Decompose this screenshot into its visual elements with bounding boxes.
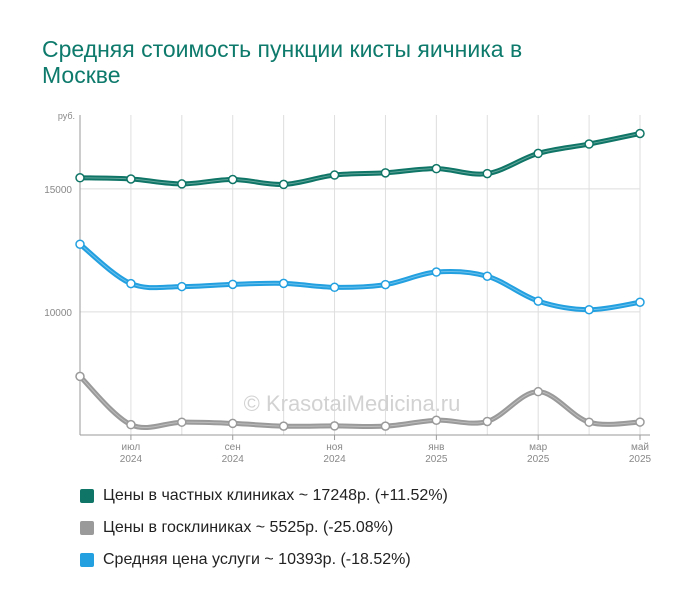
data-point-public-clinics[interactable] [431, 415, 442, 425]
x-tick-label-year: 2025 [425, 454, 448, 465]
data-point-average-price[interactable] [126, 278, 136, 289]
legend-swatch-private [80, 489, 94, 503]
x-tick-label-year: 2025 [629, 454, 652, 465]
data-point-public-clinics[interactable] [380, 421, 391, 431]
data-point-public-clinics[interactable] [75, 371, 85, 382]
data-point-average-price[interactable] [533, 296, 543, 306]
data-point-average-price[interactable] [329, 282, 340, 293]
legend-swatch-public [80, 521, 94, 535]
data-point-private-clinics[interactable] [177, 179, 187, 189]
data-point-public-clinics[interactable] [126, 419, 136, 430]
data-point-average-price[interactable] [482, 271, 493, 281]
data-point-public-clinics[interactable] [278, 421, 289, 431]
data-point-average-price[interactable] [278, 278, 289, 289]
data-point-public-clinics[interactable] [482, 416, 493, 427]
data-point-average-price[interactable] [380, 279, 391, 290]
watermark: © KrasotaiMedicina.ru [244, 391, 461, 416]
legend-swatch-average [80, 553, 94, 567]
x-tick-label-year: 2025 [527, 454, 550, 465]
x-tick-label-month: янв [428, 442, 444, 453]
data-point-private-clinics[interactable] [533, 148, 543, 159]
series-line-highlight-private-clinics [79, 133, 641, 185]
chart-title: Средняя стоимость пункции кисты яичника … [42, 36, 523, 88]
data-point-average-price[interactable] [635, 297, 645, 307]
data-point-average-price[interactable] [177, 281, 187, 292]
x-tick-label-month: июл [122, 442, 141, 453]
data-point-average-price[interactable] [431, 267, 442, 277]
series-line-highlight-average-price [79, 243, 641, 311]
x-tick-label-month: сен [225, 442, 241, 453]
legend-label-average: Средняя цена услуги ~ 10393р. (-18.52%) [103, 551, 411, 568]
y-unit-label: руб. [58, 111, 75, 121]
x-tick-label-year: 2024 [120, 454, 143, 465]
y-axis: 10000 15000 руб. [44, 111, 81, 435]
data-point-private-clinics[interactable] [584, 139, 594, 149]
data-point-private-clinics[interactable] [482, 168, 493, 179]
data-point-public-clinics[interactable] [177, 417, 187, 427]
legend-item-public[interactable]: Цены в госклиниках ~ 5525р. (-25.08%) [80, 512, 448, 544]
x-tick-label-year: 2024 [222, 454, 245, 465]
y-tick-label: 15000 [44, 185, 72, 196]
y-tick-label: 10000 [44, 308, 72, 319]
data-point-public-clinics[interactable] [533, 386, 543, 397]
legend-label-private: Цены в частных клиниках ~ 17248р. (+11.5… [103, 487, 448, 504]
x-tick-label-month: май [631, 442, 649, 453]
data-point-private-clinics[interactable] [431, 163, 442, 174]
series-line-highlight-public-clinics [79, 376, 641, 429]
data-point-public-clinics[interactable] [584, 417, 594, 427]
data-point-private-clinics[interactable] [227, 174, 238, 185]
x-axis: июл2024сен2024ноя2024янв2025мар2025май20… [80, 434, 652, 465]
legend: Цены в частных клиниках ~ 17248р. (+11.5… [80, 480, 448, 576]
data-point-average-price[interactable] [75, 239, 85, 249]
x-tick-label-month: мар [529, 442, 547, 453]
data-point-private-clinics[interactable] [278, 179, 289, 190]
data-point-private-clinics[interactable] [380, 168, 391, 178]
grid [79, 115, 641, 435]
data-point-public-clinics[interactable] [227, 418, 238, 429]
x-tick-label-month: ноя [326, 442, 343, 453]
data-point-private-clinics[interactable] [329, 170, 340, 180]
data-point-private-clinics[interactable] [75, 173, 85, 183]
series-lines [75, 128, 645, 431]
data-point-private-clinics[interactable] [635, 128, 645, 139]
data-point-average-price[interactable] [584, 304, 594, 315]
series-line-public-clinics [77, 373, 643, 431]
series-line-private-clinics [77, 131, 643, 187]
data-point-private-clinics[interactable] [126, 174, 136, 184]
data-point-average-price[interactable] [227, 279, 238, 290]
legend-label-public: Цены в госклиниках ~ 5525р. (-25.08%) [103, 519, 394, 536]
x-tick-label-year: 2024 [323, 454, 346, 465]
data-point-public-clinics[interactable] [329, 421, 340, 431]
legend-item-private[interactable]: Цены в частных клиниках ~ 17248р. (+11.5… [80, 480, 448, 512]
legend-item-average[interactable]: Средняя цена услуги ~ 10393р. (-18.52%) [80, 544, 448, 576]
data-point-public-clinics[interactable] [635, 417, 645, 427]
series-line-average-price [77, 241, 643, 313]
